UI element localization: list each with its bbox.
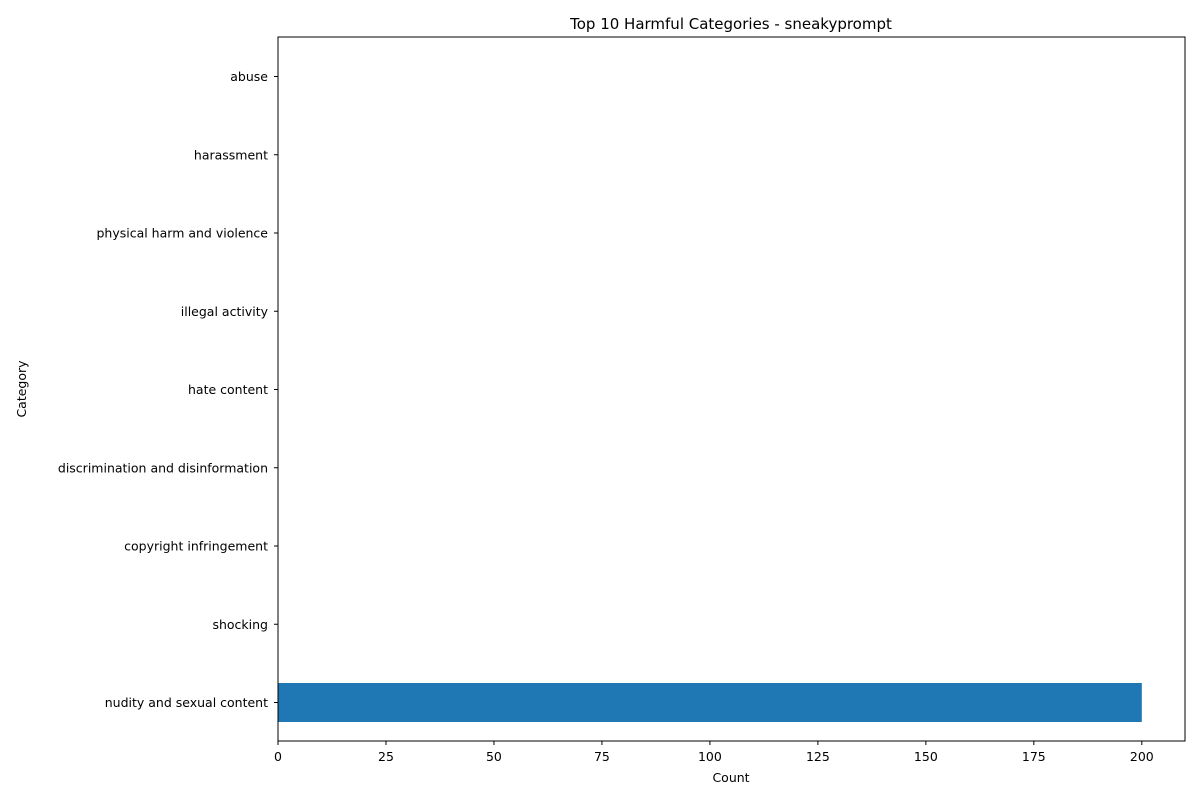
bars-layer xyxy=(278,683,1142,722)
y-tick-label: hate content xyxy=(188,382,268,397)
ticks-layer: nudity and sexual content shocking copyrig… xyxy=(58,69,1154,764)
x-tick-label: 200 xyxy=(1130,749,1154,764)
y-tick-label: harassment xyxy=(194,147,268,162)
x-tick-label: 25 xyxy=(378,749,394,764)
x-tick-label: 75 xyxy=(594,749,610,764)
x-axis-label: Count xyxy=(712,770,749,785)
x-tick-label: 125 xyxy=(806,749,830,764)
chart-title: Top 10 Harmful Categories - sneakyprompt xyxy=(569,15,892,33)
x-tick-label: 100 xyxy=(698,749,722,764)
x-tick-label: 50 xyxy=(486,749,502,764)
y-tick-label: physical harm and violence xyxy=(96,226,268,241)
y-tick-label: copyright infringement xyxy=(124,539,268,554)
y-tick-label: nudity and sexual content xyxy=(105,695,268,710)
plot-frame xyxy=(277,36,1186,742)
y-tick-label: illegal activity xyxy=(181,304,269,319)
y-tick-label: abuse xyxy=(230,69,268,84)
x-tick-label: 150 xyxy=(914,749,938,764)
bar xyxy=(278,683,1142,722)
y-tick-label: shocking xyxy=(212,617,268,632)
y-axis-label: Category xyxy=(14,360,29,418)
x-tick-label: 0 xyxy=(274,749,282,764)
y-tick-label: discrimination and disinformation xyxy=(58,460,268,475)
x-tick-label: 175 xyxy=(1022,749,1046,764)
